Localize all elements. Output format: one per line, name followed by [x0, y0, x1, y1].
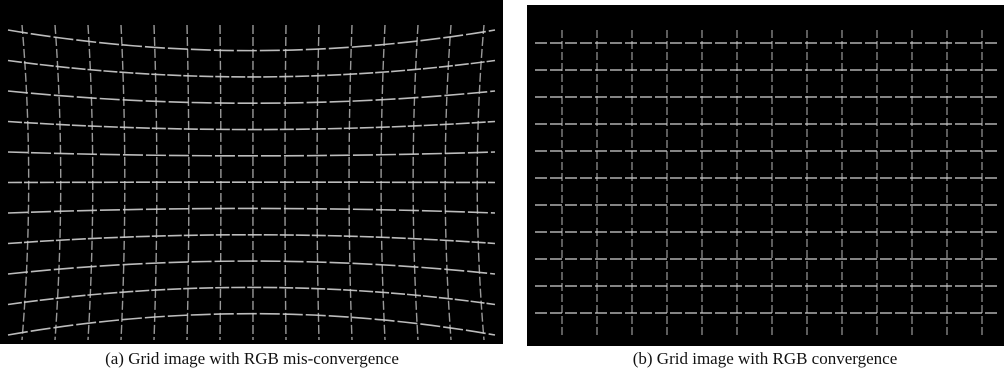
- caption: (a) Grid image with RGB mis-convergence: [105, 349, 399, 368]
- panel-b-image: [527, 5, 1004, 346]
- page: (a) Grid image with RGB mis-convergence …: [0, 0, 1004, 372]
- panel-a-image: [0, 0, 503, 344]
- figure: (a) Grid image with RGB mis-convergence …: [0, 0, 1004, 372]
- caption: (b) Grid image with RGB convergence: [633, 349, 898, 368]
